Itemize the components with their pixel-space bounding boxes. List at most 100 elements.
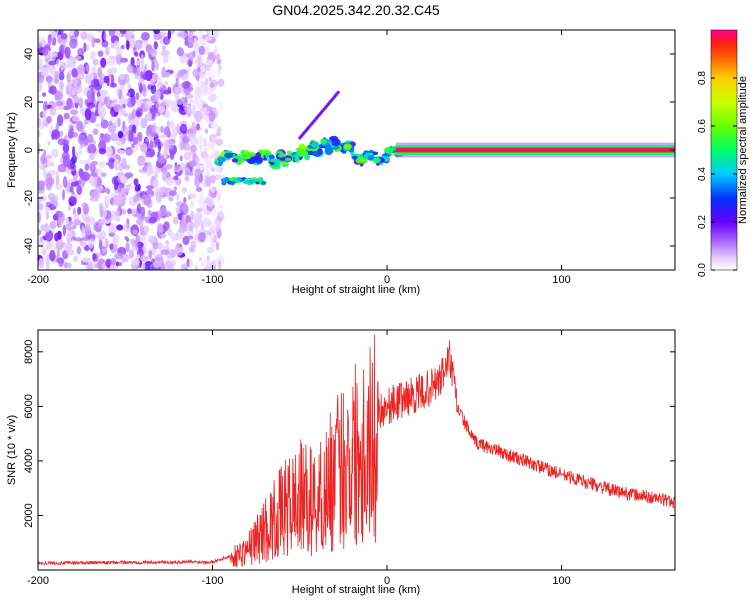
noise-speck <box>91 160 98 166</box>
noise-speck <box>188 128 196 135</box>
noise-speck <box>162 71 171 78</box>
spectrogram-x-tick-label: 0 <box>384 274 390 286</box>
noise-speck <box>123 164 131 170</box>
noise-speck <box>182 166 186 171</box>
colorbar-tick-label: 0.6 <box>697 119 708 133</box>
noise-speck <box>110 102 116 107</box>
noise-speck <box>148 249 153 260</box>
noise-speck <box>128 249 135 259</box>
noise-speck <box>128 130 134 142</box>
snr-y-tick-label: 2000 <box>23 503 35 527</box>
noise-speck <box>115 53 123 65</box>
noise-speck <box>105 258 112 268</box>
colorbar-ticks: 0.0 0.2 0.4 0.6 0.8 <box>697 71 737 277</box>
noise-speck <box>210 174 216 184</box>
noise-speck <box>81 236 90 241</box>
noise-speck <box>215 227 221 232</box>
spectrogram-x-label: Height of straight line (km) <box>292 284 420 296</box>
noise-speck <box>178 226 188 234</box>
noise-speck <box>218 216 222 222</box>
noise-speck <box>38 124 45 130</box>
noise-speck <box>190 144 197 153</box>
trace-cell <box>224 152 234 159</box>
noise-speck <box>199 38 204 45</box>
noise-speck <box>47 141 51 146</box>
noise-speck <box>116 224 124 231</box>
noise-speck <box>126 30 135 35</box>
noise-speck <box>60 60 65 71</box>
onset-cell <box>221 181 227 186</box>
noise-speck <box>171 259 176 267</box>
trace-cell <box>277 153 285 158</box>
noise-speck <box>195 74 200 82</box>
noise-speck <box>100 57 107 68</box>
noise-speck <box>131 143 135 148</box>
spectrogram-frame <box>37 29 676 271</box>
noise-speck <box>157 105 165 114</box>
noise-speck <box>66 249 75 256</box>
noise-speck <box>207 140 216 150</box>
noise-speck <box>77 206 82 215</box>
noise-speck <box>119 30 127 35</box>
noise-speck <box>92 65 96 71</box>
noise-speck <box>87 261 96 270</box>
noise-speck <box>64 46 71 59</box>
noise-speck <box>104 96 108 105</box>
noise-speck <box>71 89 76 96</box>
noise-speck <box>38 56 42 68</box>
noise-speck <box>198 257 203 262</box>
noise-speck <box>145 112 153 121</box>
noise-speck <box>123 97 129 106</box>
trace-cell <box>352 155 358 159</box>
colorbar-label: Normalized spectral amplitude <box>737 76 749 224</box>
noise-speck <box>110 192 119 199</box>
noise-speck <box>85 64 90 72</box>
noise-speck <box>113 158 120 171</box>
trace-cell <box>286 150 292 155</box>
noise-speck <box>200 151 209 160</box>
noise-speck <box>133 194 139 203</box>
noise-speck <box>48 51 57 58</box>
noise-speck <box>131 68 140 76</box>
noise-speck <box>159 31 167 37</box>
snr-x-tick-label: -200 <box>27 575 49 587</box>
spectrogram-x-tick-label: -200 <box>27 274 49 286</box>
noise-speck <box>194 168 201 179</box>
noise-speck <box>206 261 214 270</box>
noise-speck <box>58 217 63 228</box>
noise-speck <box>93 38 101 43</box>
noise-speck <box>38 82 43 93</box>
noise-speck <box>106 57 116 66</box>
noise-speck <box>66 90 70 96</box>
noise-speck <box>179 30 186 39</box>
noise-speck <box>165 163 173 170</box>
onset-cell <box>220 178 226 183</box>
noise-speck <box>67 262 72 269</box>
noise-speck <box>98 148 107 155</box>
noise-speck <box>140 54 145 65</box>
noise-speck <box>115 261 120 267</box>
spectrogram-y-tick-label: 0 <box>23 147 35 153</box>
noise-speck <box>67 230 72 240</box>
noise-speck <box>204 44 210 55</box>
noise-speck <box>57 163 67 173</box>
noise-speck <box>147 235 155 244</box>
trace-cell <box>285 157 292 162</box>
noise-speck <box>137 183 141 191</box>
noise-speck <box>77 47 85 57</box>
noise-speck <box>141 73 150 80</box>
noise-speck <box>188 37 195 49</box>
noise-speck <box>157 76 162 82</box>
noise-speck <box>204 87 213 95</box>
onset-cell <box>255 177 261 182</box>
noise-speck <box>211 207 217 217</box>
noise-speck <box>188 160 197 168</box>
onset-cell <box>250 179 256 183</box>
trace-cell <box>274 158 282 167</box>
noise-speck <box>165 99 172 107</box>
noise-speck <box>92 253 99 263</box>
noise-speck <box>173 186 178 192</box>
noise-speck <box>53 78 59 85</box>
noise-speck <box>159 206 168 217</box>
